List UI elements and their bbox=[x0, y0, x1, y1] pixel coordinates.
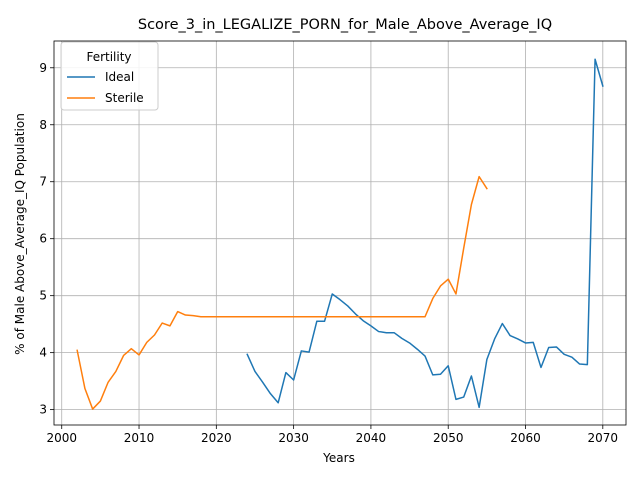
y-axis-label: % of Male Above_Average_IQ Population bbox=[13, 113, 27, 355]
chart-title: Score_3_in_LEGALIZE_PORN_for_Male_Above_… bbox=[138, 17, 552, 33]
series-lines bbox=[76, 58, 604, 410]
x-tick-label: 2020 bbox=[201, 431, 232, 445]
x-ticks: 2000 2010 2020 2030 2040 2050 2060 2070 bbox=[46, 425, 618, 445]
y-tick-label: 9 bbox=[39, 61, 47, 75]
legend-label-ideal: Ideal bbox=[105, 70, 134, 84]
y-tick-label: 4 bbox=[39, 346, 47, 360]
legend: Fertility Ideal Sterile bbox=[60, 41, 159, 111]
legend-label-sterile: Sterile bbox=[105, 91, 144, 105]
x-axis-label: Years bbox=[322, 451, 355, 465]
y-tick-label: 3 bbox=[39, 403, 47, 417]
y-tick-label: 7 bbox=[39, 175, 47, 189]
series-line-sterile bbox=[76, 175, 488, 410]
plot-frame bbox=[53, 40, 627, 426]
x-tick-label: 2010 bbox=[124, 431, 155, 445]
x-tick-label: 2060 bbox=[510, 431, 541, 445]
legend-box bbox=[60, 41, 159, 111]
y-tick-label: 6 bbox=[39, 232, 47, 246]
grid bbox=[54, 41, 626, 425]
x-tick-label: 2040 bbox=[356, 431, 387, 445]
x-tick-label: 2000 bbox=[46, 431, 77, 445]
y-tick-label: 5 bbox=[39, 289, 47, 303]
x-tick-label: 2030 bbox=[278, 431, 309, 445]
series-line-ideal bbox=[246, 58, 604, 409]
legend-title: Fertility bbox=[86, 50, 131, 64]
x-tick-label: 2070 bbox=[588, 431, 619, 445]
x-tick-label: 2050 bbox=[433, 431, 464, 445]
y-ticks: 3 4 5 6 7 8 9 bbox=[39, 61, 54, 417]
y-tick-label: 8 bbox=[39, 118, 47, 132]
